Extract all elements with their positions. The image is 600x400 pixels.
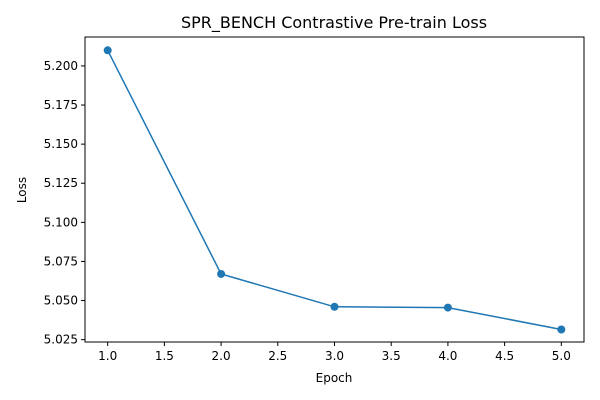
- y-tick-label: 5.175: [44, 98, 78, 112]
- data-point: [103, 46, 112, 55]
- loss-line: [107, 49, 562, 331]
- x-tick-label: 2.5: [268, 349, 287, 363]
- x-tick-label: 3.0: [325, 349, 344, 363]
- data-point: [330, 302, 339, 311]
- x-tick-label: 4.0: [438, 349, 457, 363]
- y-tick-label: 5.150: [44, 137, 78, 151]
- x-tick-label: 3.5: [382, 349, 401, 363]
- plot-frame: [84, 36, 585, 343]
- y-tick-label: 5.125: [44, 176, 78, 190]
- x-axis-label: Epoch: [316, 371, 353, 385]
- data-point: [443, 303, 452, 312]
- y-axis: 5.025 5.050 5.075 5.100 5.125 5.150 5.175 5.200: [44, 59, 85, 347]
- data-point: [217, 269, 226, 278]
- x-tick-label: 5.0: [552, 349, 571, 363]
- y-tick-label: 5.050: [44, 294, 78, 308]
- y-tick-label: 5.025: [44, 333, 78, 347]
- y-tick-label: 5.200: [44, 59, 78, 73]
- x-tick-label: 1.0: [98, 349, 117, 363]
- chart-title: SPR_BENCH Contrastive Pre-train Loss: [181, 13, 487, 33]
- x-axis: 1.0 1.5 2.0 2.5 3.0 3.5 4.0 4.5 5.0: [98, 342, 571, 363]
- x-tick-label: 2.0: [212, 349, 231, 363]
- loss-markers: [103, 46, 566, 334]
- y-tick-label: 5.100: [44, 215, 78, 229]
- y-axis-label: Loss: [15, 177, 29, 203]
- x-tick-label: 1.5: [155, 349, 174, 363]
- data-point: [557, 325, 566, 334]
- y-tick-label: 5.075: [44, 254, 78, 268]
- x-tick-label: 4.5: [495, 349, 514, 363]
